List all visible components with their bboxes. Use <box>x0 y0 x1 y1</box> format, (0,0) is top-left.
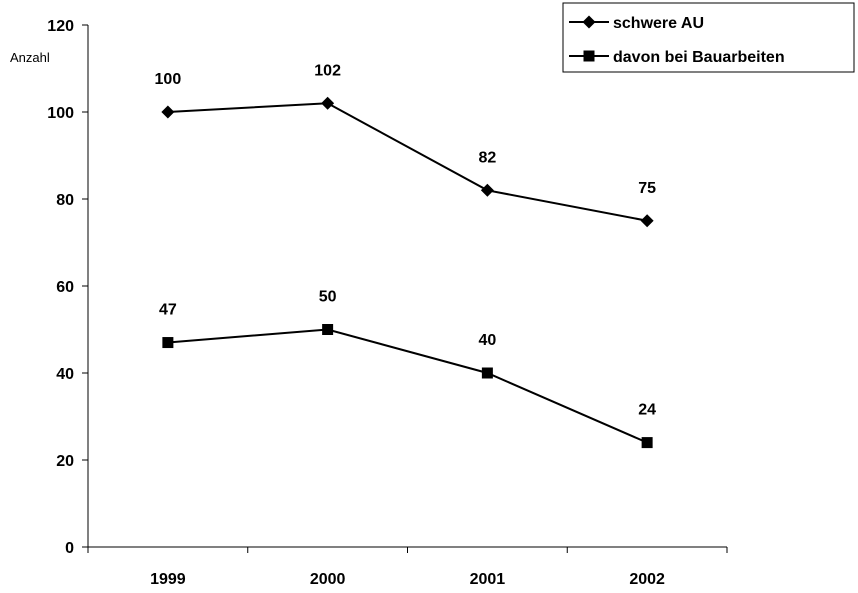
series-2-label-2001: 40 <box>478 332 496 349</box>
legend-marker-1 <box>582 15 596 29</box>
series-1-point-2002 <box>640 214 654 228</box>
series-1-label-2001: 82 <box>478 149 496 166</box>
legend-item-1: schwere AU <box>569 15 704 32</box>
y-tick-label-20: 20 <box>56 453 74 470</box>
y-tick-label-120: 120 <box>47 18 74 35</box>
y-tick-label-40: 40 <box>56 366 74 383</box>
series-1: 100 102 82 75 <box>155 62 656 228</box>
x-tick-label-2002: 2002 <box>629 571 665 588</box>
y-tick-label-80: 80 <box>56 192 74 209</box>
series-1-label-1999: 100 <box>155 71 182 88</box>
series-2-line <box>167 328 648 444</box>
legend-box <box>562 2 855 73</box>
series-2-label-1999: 47 <box>159 302 177 319</box>
x-tick-label-2000: 2000 <box>310 571 346 588</box>
legend-marker-2 <box>583 50 595 62</box>
series-1-point-1999 <box>161 105 175 119</box>
y-tick-label-0: 0 <box>65 540 74 557</box>
series-2-label-2002: 24 <box>638 402 656 419</box>
series-layer: 100 102 82 75 47 50 40 24 <box>155 62 656 449</box>
y-tick-label-60: 60 <box>56 279 74 296</box>
legend-label-1: schwere AU <box>613 15 704 32</box>
series-2: 47 50 40 24 <box>159 289 656 449</box>
series-1-label-2000: 102 <box>314 62 341 79</box>
series-2-point-2001 <box>481 367 493 379</box>
legend: schwere AU davon bei Bauarbeiten <box>562 2 855 73</box>
legend-label-2: davon bei Bauarbeiten <box>613 49 785 66</box>
series-1-label-2002: 75 <box>638 180 656 197</box>
series-2-point-1999 <box>162 337 174 349</box>
axes: 0 20 40 60 80 100 120 1999 2000 2001 2002 <box>47 18 728 588</box>
series-2-point-2002 <box>641 437 653 449</box>
series-1-point-2001 <box>480 183 494 197</box>
x-tick-label-2001: 2001 <box>470 571 506 588</box>
y-axis-label: Anzahl <box>10 50 50 65</box>
series-1-line <box>167 102 648 222</box>
series-2-label-2000: 50 <box>319 289 337 306</box>
x-tick-label-1999: 1999 <box>150 571 186 588</box>
series-2-point-2000 <box>322 324 334 335</box>
series-1-point-2000 <box>321 96 335 110</box>
y-tick-label-100: 100 <box>47 105 74 122</box>
legend-item-2: davon bei Bauarbeiten <box>569 49 785 66</box>
